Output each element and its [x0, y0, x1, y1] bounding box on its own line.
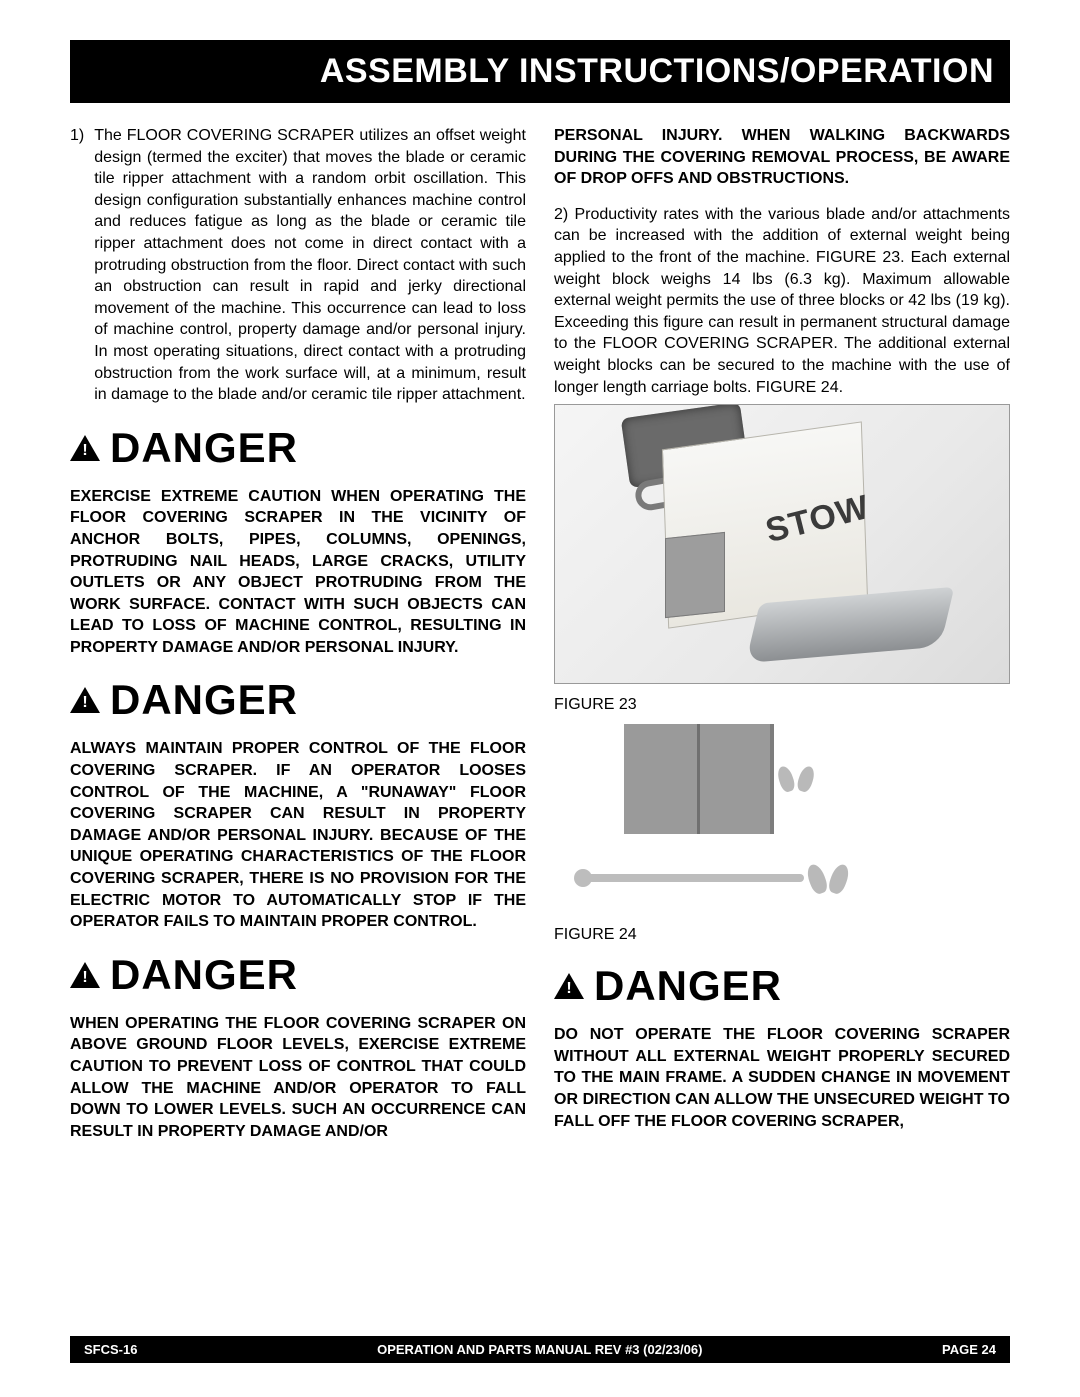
section-header: ASSEMBLY INSTRUCTIONS/OPERATION: [70, 40, 1010, 103]
figure-23-image: STOW: [554, 404, 1010, 684]
warning-triangle-icon: [70, 687, 100, 713]
list-number-1: 1): [70, 125, 84, 406]
warning-triangle-icon: [70, 435, 100, 461]
danger-heading-3: DANGER: [70, 951, 526, 999]
wing-nut-icon: [809, 864, 847, 894]
weight-blocks-shape: [624, 724, 774, 834]
manual-page: ASSEMBLY INSTRUCTIONS/OPERATION 1) The F…: [0, 0, 1080, 1397]
list-number-2: 2): [554, 206, 568, 223]
left-column: 1) The FLOOR COVERING SCRAPER utilizes a…: [70, 125, 526, 1142]
carriage-bolt-shape: [584, 874, 804, 882]
warning-text-2: ALWAYS MAINTAIN PROPER CONTROL OF THE FL…: [70, 738, 526, 932]
danger-word: DANGER: [110, 424, 298, 472]
warning-text-1: EXERCISE EXTREME CAUTION WHEN OPERATING …: [70, 486, 526, 659]
warning-triangle-icon: [70, 962, 100, 988]
paragraph-1: 1) The FLOOR COVERING SCRAPER utilizes a…: [70, 125, 526, 406]
footer-page: PAGE 24: [942, 1342, 996, 1357]
danger-word: DANGER: [594, 962, 782, 1010]
figure-24-label: FIGURE 24: [554, 926, 1010, 944]
warning-text-3: WHEN OPERATING THE FLOOR COVERING SCRAPE…: [70, 1013, 526, 1143]
footer-model: SFCS-16: [84, 1342, 137, 1357]
footer-title: OPERATION AND PARTS MANUAL REV #3 (02/23…: [377, 1342, 702, 1357]
danger-word: DANGER: [110, 951, 298, 999]
figure-24-image: [554, 724, 1010, 914]
page-footer: SFCS-16 OPERATION AND PARTS MANUAL REV #…: [70, 1336, 1010, 1363]
warning-text-4: DO NOT OPERATE THE FLOOR COVERING SCRAPE…: [554, 1024, 1010, 1132]
weight-block-shape: [665, 532, 725, 618]
figure-24: FIGURE 24: [554, 724, 1010, 944]
paragraph-1-text: The FLOOR COVERING SCRAPER utilizes an o…: [94, 125, 526, 406]
danger-heading-1: DANGER: [70, 424, 526, 472]
warning-text-3-continued: PERSONAL INJURY. WHEN WALKING BACKWARDS …: [554, 125, 1010, 190]
wing-nut-icon: [779, 766, 813, 792]
figure-23: STOW FIGURE 23: [554, 404, 1010, 714]
paragraph-2: 2) Productivity rates with the various b…: [554, 204, 1010, 398]
two-column-layout: 1) The FLOOR COVERING SCRAPER utilizes a…: [70, 125, 1010, 1142]
danger-word: DANGER: [110, 676, 298, 724]
warning-triangle-icon: [554, 973, 584, 999]
figure-23-label: FIGURE 23: [554, 696, 1010, 714]
right-column: PERSONAL INJURY. WHEN WALKING BACKWARDS …: [554, 125, 1010, 1142]
danger-heading-4: DANGER: [554, 962, 1010, 1010]
paragraph-2-text: Productivity rates with the various blad…: [554, 206, 1010, 396]
danger-heading-2: DANGER: [70, 676, 526, 724]
